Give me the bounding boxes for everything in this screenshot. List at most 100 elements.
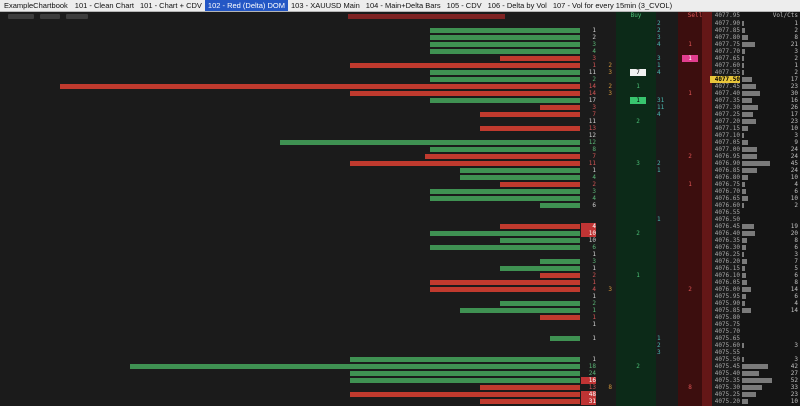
buy-cell[interactable]: 1	[636, 272, 640, 279]
price-cell[interactable]: 4076.25	[714, 251, 740, 258]
sell-cell[interactable]: 1	[688, 181, 692, 188]
price-cell[interactable]: 4076.75	[714, 181, 740, 188]
volume-cell: 3	[794, 356, 798, 363]
dom-row: 1 2 4077.85 2	[0, 27, 800, 34]
price-cell[interactable]: 4075.30	[714, 384, 740, 391]
trade-size-cell: 1	[592, 321, 596, 328]
tab-106-delta-by-vol[interactable]: 106 - Delta by Vol	[487, 0, 547, 10]
price-cell[interactable]: 4077.00	[714, 146, 740, 153]
price-cell[interactable]: 4076.90	[714, 160, 740, 167]
price-cell[interactable]: 4075.95	[714, 293, 740, 300]
tab-105-cdv[interactable]: 105 - CDV	[446, 0, 482, 10]
tab-103-xauusd-main[interactable]: 103 - XAUUSD Main	[291, 0, 360, 10]
price-cell[interactable]: 4075.75	[714, 321, 740, 328]
price-cell[interactable]: 4077.10	[714, 132, 740, 139]
buy-cell[interactable]: 1	[630, 97, 646, 104]
price-cell[interactable]: 4076.30	[714, 244, 740, 251]
delta-count-cell: 2	[608, 83, 612, 90]
volume-profile-bar	[742, 301, 745, 306]
trade-size-cell: 6	[592, 202, 596, 209]
price-cell[interactable]: 4076.15	[714, 265, 740, 272]
price-cell[interactable]: 4076.95	[714, 153, 740, 160]
price-cell[interactable]: 4077.50	[710, 76, 740, 83]
price-cell[interactable]: 4077.75	[714, 41, 740, 48]
tab-102-red-delta-dom[interactable]: 102 - Red (Delta) DOM	[204, 0, 289, 11]
price-cell[interactable]: 4076.65	[714, 195, 740, 202]
price-cell[interactable]: 4075.35	[714, 377, 740, 384]
price-cell[interactable]: 4075.20	[714, 398, 740, 405]
dom-row: 2 1 4076.75 4	[0, 181, 800, 188]
price-cell[interactable]: 4077.20	[714, 118, 740, 125]
price-cell[interactable]: 4077.05	[714, 139, 740, 146]
sell-cell[interactable]: 2	[688, 153, 692, 160]
price-cell[interactable]: 4077.80	[714, 34, 740, 41]
trade-size-cell: 4	[592, 286, 596, 293]
dom-row: 3 4 1 4077.75 21	[0, 41, 800, 48]
price-cell[interactable]: 4076.45	[714, 223, 740, 230]
tab-104-main-delta-bars[interactable]: 104 - Main+Delta Bars	[365, 0, 441, 10]
price-cell[interactable]: 4077.35	[714, 97, 740, 104]
price-cell[interactable]: 4075.80	[714, 314, 740, 321]
buy-cell[interactable]: 2	[636, 118, 640, 125]
sell-cell[interactable]: 8	[688, 384, 692, 391]
price-cell[interactable]: 4075.65	[714, 335, 740, 342]
price-cell[interactable]: 4077.90	[714, 20, 740, 27]
price-cell[interactable]: 4076.10	[714, 272, 740, 279]
price-cell[interactable]: 4075.85	[714, 307, 740, 314]
price-cell[interactable]: 4075.70	[714, 328, 740, 335]
volume-cell: 24	[790, 153, 798, 160]
tab-101-clean-chart[interactable]: 101 - Clean Chart	[74, 0, 134, 10]
sell-cell[interactable]: 2	[688, 286, 692, 293]
trade-size-cell: 1	[592, 265, 596, 272]
price-cell[interactable]: 4075.90	[714, 300, 740, 307]
tab-101-chart-cdv[interactable]: 101 - Chart + CDV	[140, 0, 202, 10]
buy-cell[interactable]: 2	[636, 230, 640, 237]
tab-107-vol-for-every-15min-3-cvol[interactable]: 107 - Vol for every 15min (3_CVOL)	[552, 0, 673, 10]
bid-count-cell: 31	[657, 97, 665, 104]
dom-row: 4 4077.70 3	[0, 48, 800, 55]
buy-cell[interactable]: 1	[636, 83, 640, 90]
price-cell[interactable]: 4077.55	[714, 69, 740, 76]
trade-size-cell: 1	[592, 279, 596, 286]
sell-cell[interactable]: 1	[688, 41, 692, 48]
volume-cell: 14	[790, 286, 798, 293]
buy-cell[interactable]: 2	[636, 363, 640, 370]
price-cell[interactable]: 4075.25	[714, 391, 740, 398]
sell-cell[interactable]: 1	[682, 55, 698, 62]
price-cell[interactable]: 4077.15	[714, 125, 740, 132]
price-cell[interactable]: 4076.55	[714, 209, 740, 216]
volume-cell: 42	[790, 363, 798, 370]
price-cell[interactable]: 4077.40	[714, 90, 740, 97]
price-cell[interactable]: 4076.35	[714, 237, 740, 244]
price-cell[interactable]: 4075.60	[714, 342, 740, 349]
price-cell[interactable]: 4077.85	[714, 27, 740, 34]
sell-cell[interactable]: 1	[688, 90, 692, 97]
delta-bar-red	[540, 105, 580, 110]
buy-cell[interactable]: 3	[636, 160, 640, 167]
price-cell[interactable]: 4077.30	[714, 104, 740, 111]
price-cell[interactable]: 4076.50	[714, 216, 740, 223]
price-cell[interactable]: 4076.85	[714, 167, 740, 174]
price-cell[interactable]: 4076.70	[714, 188, 740, 195]
price-cell[interactable]: 4075.55	[714, 349, 740, 356]
price-cell[interactable]: 4077.25	[714, 111, 740, 118]
price-cell[interactable]: 4077.70	[714, 48, 740, 55]
price-cell[interactable]: 4077.65	[714, 55, 740, 62]
price-cell[interactable]: 4076.20	[714, 258, 740, 265]
dom-row: 18 2 4075.45 42	[0, 363, 800, 370]
buy-cell[interactable]: 7	[630, 69, 646, 76]
price-cell[interactable]: 4076.05	[714, 279, 740, 286]
dom-row: 4076.55	[0, 209, 800, 216]
volume-cell: 6	[794, 293, 798, 300]
price-cell[interactable]: 4075.50	[714, 356, 740, 363]
buy-depth-column[interactable]	[616, 12, 656, 406]
price-cell[interactable]: 4076.40	[714, 230, 740, 237]
price-cell[interactable]: 4075.40	[714, 370, 740, 377]
price-cell[interactable]: 4076.80	[714, 174, 740, 181]
price-cell[interactable]: 4076.60	[714, 202, 740, 209]
delta-bar-green	[430, 28, 580, 33]
price-cell[interactable]: 4077.60	[714, 62, 740, 69]
price-cell[interactable]: 4075.45	[714, 363, 740, 370]
price-cell[interactable]: 4076.00	[714, 286, 740, 293]
price-cell[interactable]: 4077.45	[714, 83, 740, 90]
